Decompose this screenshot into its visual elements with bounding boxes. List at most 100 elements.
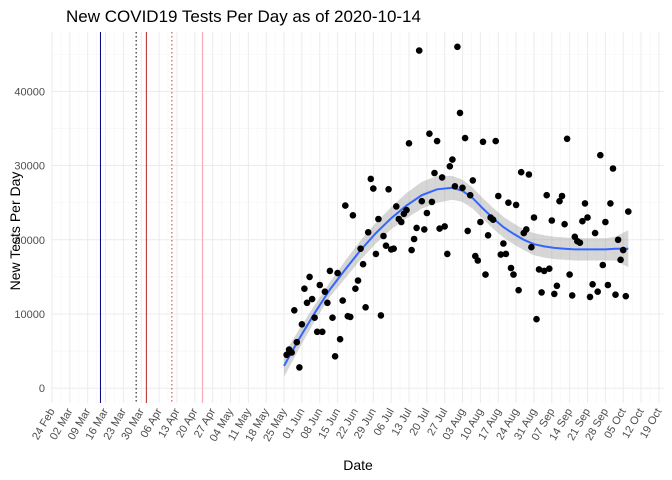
data-point: [339, 297, 347, 304]
data-point: [479, 138, 487, 146]
data-point: [377, 312, 385, 319]
data-point: [576, 239, 584, 246]
data-point: [367, 175, 375, 183]
data-point: [405, 140, 413, 147]
chart-title: New COVID19 Tests Per Day as of 2020-10-…: [66, 7, 421, 26]
data-point: [466, 191, 474, 199]
data-point: [456, 109, 464, 117]
data-point: [426, 130, 433, 137]
data-point: [505, 199, 512, 206]
data-point: [507, 264, 515, 272]
data-point: [551, 290, 558, 298]
data-point: [512, 201, 520, 209]
data-point: [609, 165, 617, 172]
y-axis-title: New Tests Per Day: [7, 172, 23, 291]
y-tick-label: 0: [39, 383, 45, 395]
data-point: [546, 265, 553, 273]
data-point: [525, 171, 533, 178]
smooth-trend: [283, 186, 629, 367]
confidence-band: [284, 175, 629, 377]
data-point: [410, 235, 418, 243]
data-point: [461, 134, 469, 142]
data-point: [515, 286, 522, 294]
data-point: [561, 220, 568, 228]
data-point: [586, 293, 594, 301]
data-point: [622, 292, 630, 300]
data-point: [415, 47, 423, 54]
data-point: [510, 271, 517, 278]
data-point: [584, 214, 591, 221]
data-point: [352, 285, 359, 293]
data-point: [446, 163, 454, 170]
data-point: [566, 271, 573, 278]
data-point: [334, 269, 341, 277]
data-point: [438, 174, 446, 181]
data-point: [540, 267, 548, 275]
data-point: [342, 202, 349, 209]
data-point: [301, 285, 308, 293]
data-point: [489, 216, 497, 223]
data-point: [477, 218, 484, 226]
data-point: [607, 200, 614, 207]
data-point: [308, 295, 316, 303]
data-point: [538, 289, 545, 296]
y-tick-label: 10000: [14, 309, 45, 321]
data-point: [548, 217, 556, 224]
data-point: [625, 208, 632, 215]
data-point: [591, 229, 599, 237]
data-point: [556, 197, 563, 205]
data-point: [617, 256, 624, 264]
data-point: [421, 226, 428, 233]
y-tick-label: 20000: [14, 235, 45, 247]
data-point: [553, 282, 561, 290]
data-point: [535, 266, 543, 273]
data-point: [372, 250, 380, 258]
data-point: [283, 351, 290, 359]
data-point: [380, 232, 387, 240]
data-point: [390, 245, 398, 252]
x-axis-title: Date: [343, 457, 373, 473]
data-point: [354, 277, 362, 284]
data-point: [589, 281, 596, 288]
data-point: [495, 192, 502, 200]
data-point: [393, 203, 400, 210]
data-point: [502, 250, 510, 258]
data-point: [497, 251, 505, 258]
data-point: [326, 267, 334, 275]
data-point: [349, 212, 357, 219]
data-point: [324, 299, 331, 307]
data-point: [449, 156, 456, 163]
data-point: [612, 291, 619, 299]
data-point: [563, 135, 571, 143]
data-point: [558, 192, 566, 200]
data-point: [311, 314, 318, 322]
data-point: [484, 232, 492, 239]
data-point: [602, 218, 609, 226]
data-point: [336, 335, 344, 343]
data-point: [375, 215, 382, 223]
data-point: [398, 218, 405, 226]
data-point: [418, 197, 426, 205]
y-axis-ticks: 0 10000 20000 30000 40000: [14, 86, 45, 395]
smooth-line: [283, 186, 629, 367]
data-point: [500, 240, 507, 247]
data-point: [568, 292, 576, 299]
data-point: [321, 288, 329, 296]
data-point: [599, 261, 607, 269]
data-point: [459, 184, 466, 192]
data-point: [403, 206, 410, 214]
data-point: [382, 242, 390, 249]
event-lines: [99, 32, 203, 403]
data-point: [528, 243, 535, 251]
data-point: [579, 217, 586, 225]
data-point: [370, 185, 377, 192]
data-point: [517, 168, 525, 176]
data-point: [474, 257, 482, 264]
data-point: [604, 281, 612, 289]
y-tick-label: 30000: [14, 161, 45, 173]
data-point: [619, 246, 627, 254]
data-point: [433, 137, 441, 145]
data-points: [283, 43, 632, 371]
